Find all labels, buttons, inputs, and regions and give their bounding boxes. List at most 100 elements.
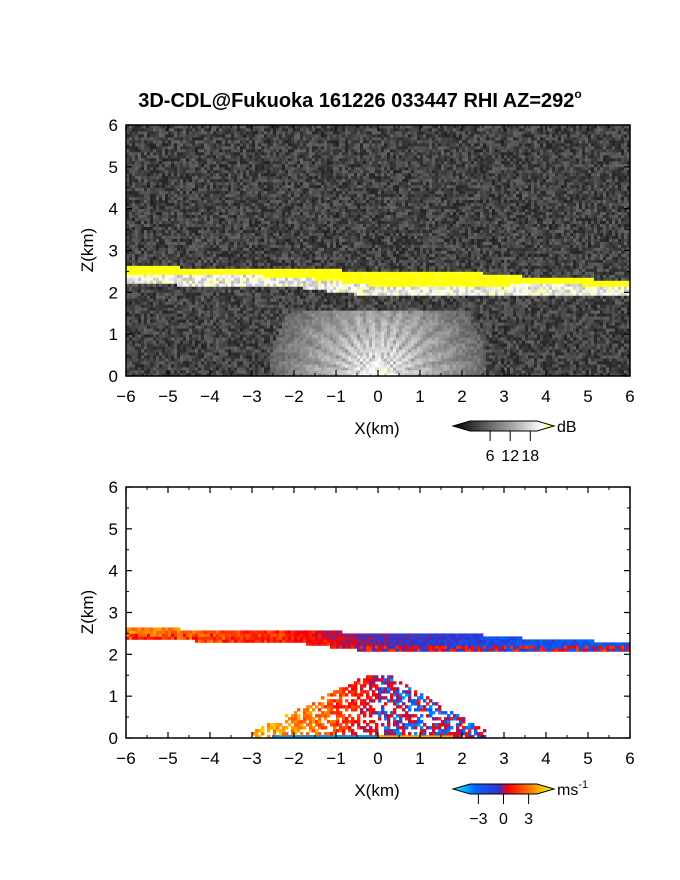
backscatter-cell — [264, 343, 268, 347]
backscatter-cell — [231, 268, 235, 272]
backscatter-cell — [156, 169, 160, 174]
backscatter-cell — [198, 265, 202, 269]
backscatter-cell — [303, 280, 307, 284]
backscatter-cell — [207, 352, 211, 356]
backscatter-cell — [207, 289, 211, 293]
backscatter-cell — [255, 184, 259, 189]
backscatter-cell — [189, 205, 193, 210]
backscatter-cell — [144, 125, 148, 129]
backscatter-cell — [180, 181, 184, 186]
backscatter-cell — [153, 346, 157, 350]
backscatter-cell — [270, 178, 274, 183]
backscatter-cell — [138, 292, 142, 296]
backscatter-cell — [276, 184, 280, 189]
backscatter-cell — [201, 340, 205, 344]
backscatter-cell — [237, 313, 241, 317]
backscatter-cell — [243, 127, 247, 132]
backscatter-cell — [300, 190, 304, 195]
backscatter-cell — [132, 343, 136, 347]
backscatter-cell — [225, 328, 229, 332]
backscatter-cell — [165, 214, 169, 219]
backscatter-cell — [276, 259, 280, 263]
backscatter-cell — [165, 196, 169, 201]
backscatter-cell — [246, 178, 250, 183]
backscatter-cell — [165, 125, 169, 129]
backscatter-cell — [165, 139, 169, 144]
backscatter-cell — [297, 220, 301, 225]
backscatter-cell — [234, 211, 238, 216]
backscatter-cell — [162, 337, 166, 341]
backscatter-cell — [240, 331, 244, 335]
backscatter-cell — [228, 304, 232, 308]
backscatter-cell — [135, 328, 139, 332]
backscatter-cell — [303, 310, 307, 314]
backscatter-cell — [264, 193, 268, 198]
backscatter-cell — [219, 139, 223, 144]
backscatter-cell — [222, 352, 226, 356]
backscatter-cell — [240, 229, 244, 233]
backscatter-cell — [147, 280, 151, 284]
backscatter-cell — [261, 247, 265, 251]
backscatter-cell — [174, 196, 178, 201]
backscatter-cell — [144, 187, 148, 192]
backscatter-cell — [153, 268, 157, 272]
backscatter-cell — [216, 325, 220, 329]
backscatter-cell — [162, 361, 166, 365]
backscatter-cell — [243, 334, 247, 338]
backscatter-cell — [186, 364, 190, 368]
backscatter-cell — [285, 178, 289, 183]
backscatter-cell — [234, 262, 238, 266]
backscatter-cell — [246, 250, 250, 254]
backscatter-cell — [207, 358, 211, 362]
backscatter-cell — [210, 319, 214, 323]
backscatter-cell — [132, 193, 136, 198]
backscatter-cell — [252, 145, 256, 150]
backscatter-cell — [246, 325, 250, 329]
backscatter-cell — [225, 340, 229, 344]
backscatter-cell — [285, 361, 289, 365]
backscatter-cell — [192, 316, 196, 320]
backscatter-cell — [282, 163, 286, 168]
backscatter-cell — [186, 361, 190, 365]
backscatter-cell — [222, 235, 226, 239]
backscatter-cell — [144, 268, 148, 272]
backscatter-cell — [207, 331, 211, 335]
backscatter-cell — [198, 301, 202, 305]
backscatter-cell — [129, 226, 133, 230]
backscatter-cell — [240, 127, 244, 132]
backscatter-cell — [159, 325, 163, 329]
backscatter-cell — [255, 196, 259, 201]
backscatter-cell — [174, 154, 178, 159]
backscatter-cell — [129, 340, 133, 344]
backscatter-cell — [147, 169, 151, 174]
backscatter-cell — [279, 289, 283, 293]
backscatter-cell — [141, 358, 145, 362]
backscatter-cell — [144, 283, 148, 287]
backscatter-cell — [267, 190, 271, 195]
backscatter-cell — [294, 211, 298, 216]
backscatter-cell — [159, 238, 163, 242]
backscatter-cell — [219, 217, 223, 222]
backscatter-cell — [156, 313, 160, 317]
backscatter-cell — [159, 370, 163, 374]
backscatter-cell — [183, 280, 187, 284]
backscatter-cell — [261, 250, 265, 254]
backscatter-cell — [294, 334, 298, 338]
backscatter-cell — [186, 289, 190, 293]
backscatter-cell — [129, 160, 133, 165]
backscatter-cell — [249, 205, 253, 210]
backscatter-cell — [183, 271, 187, 275]
backscatter-cell — [231, 247, 235, 251]
backscatter-cell — [195, 148, 199, 153]
backscatter-cell — [282, 127, 286, 132]
backscatter-cell — [243, 265, 247, 269]
backscatter-cell — [237, 346, 241, 350]
backscatter-cell — [279, 328, 283, 332]
backscatter-cell — [150, 328, 154, 332]
backscatter-cell — [168, 271, 172, 275]
backscatter-cell — [243, 364, 247, 368]
backscatter-cell — [141, 127, 145, 132]
backscatter-cell — [177, 277, 181, 281]
backscatter-cell — [141, 157, 145, 162]
backscatter-cell — [261, 175, 265, 180]
